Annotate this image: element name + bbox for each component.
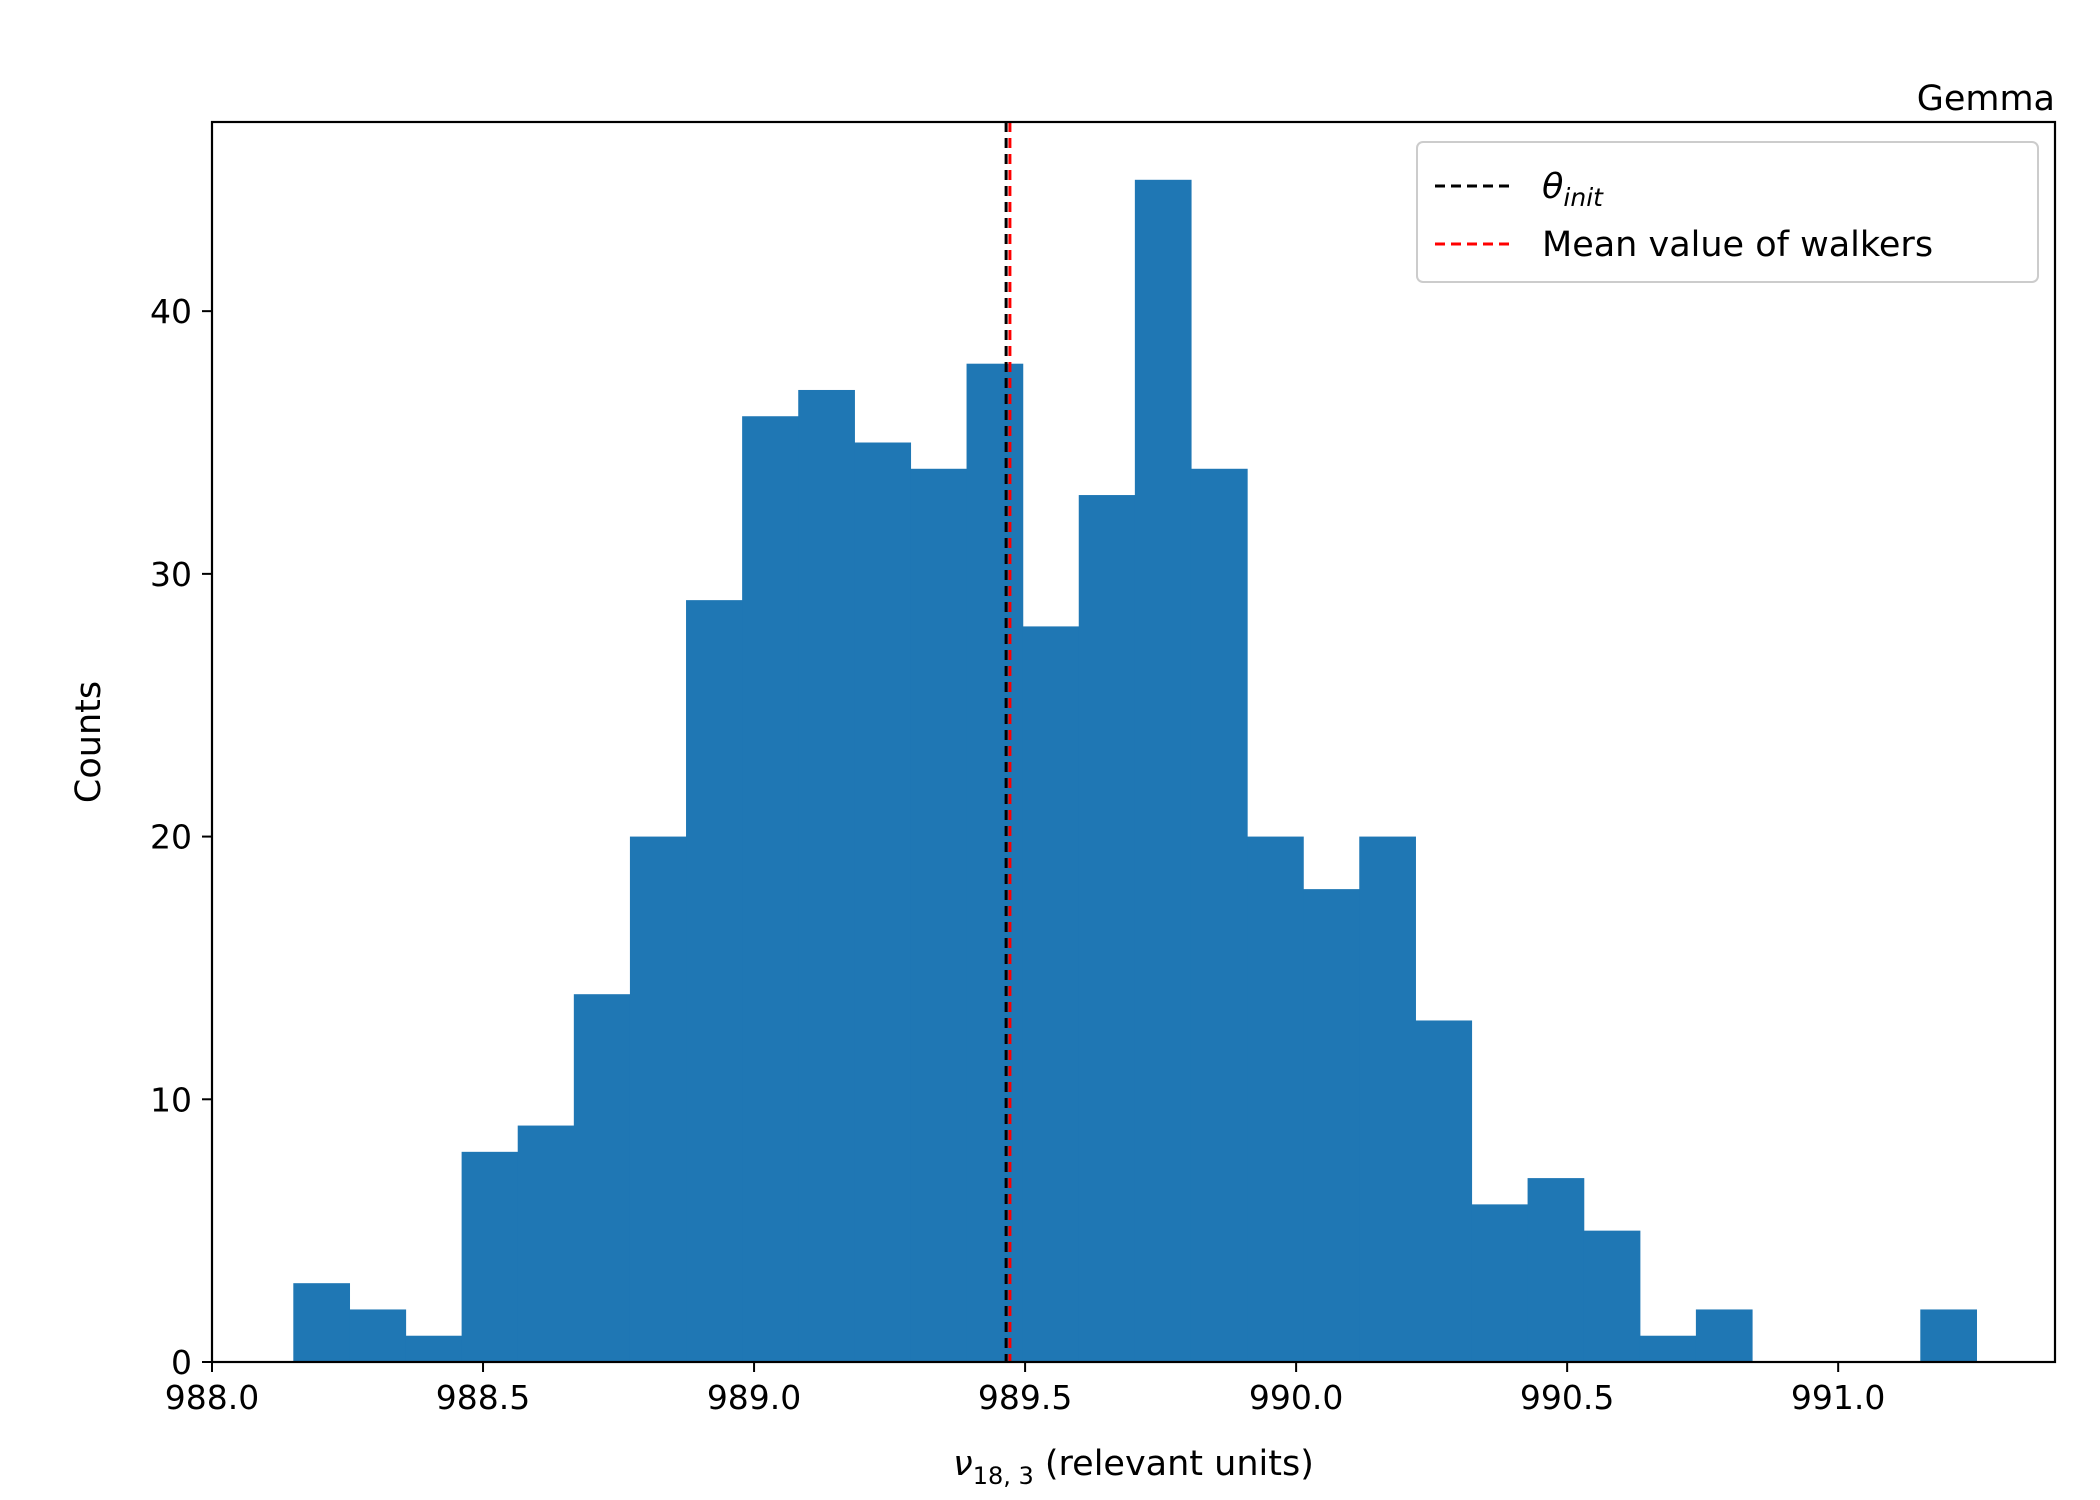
histogram-bar [349,1309,407,1362]
x-axis-ticks: 988.0 988.5 989.0 989.5 990.0 990.5 991.0 [165,1362,1885,1417]
histogram-bar [910,468,968,1362]
histogram-bar [742,416,799,1362]
histogram-bar [1022,626,1080,1362]
y-tick-label: 0 [171,1343,192,1382]
y-tick-label: 30 [150,555,192,594]
histogram-bar [1639,1335,1697,1362]
histogram-bar [1920,1309,1978,1362]
legend-theta-subscript: init [1563,183,1604,212]
x-axis-label-text: (relevant units) [1034,1444,1314,1484]
histogram-bar [1078,495,1136,1362]
y-axis-label: Counts [69,681,109,803]
x-tick-label: 990.0 [1249,1378,1343,1417]
histogram-bar [1695,1309,1753,1362]
x-axis-label: ν18, 3 (relevant units) [953,1444,1314,1490]
y-tick-label: 40 [150,292,192,331]
y-tick-label: 20 [150,818,192,857]
histogram-bar [966,363,1024,1362]
x-tick-label: 988.0 [165,1378,259,1417]
legend: θinit Mean value of walkers [1416,141,2039,283]
x-tick-label: 991.0 [1791,1378,1885,1417]
legend-label-mean-walkers: Mean value of walkers [1542,225,1933,265]
histogram-bar [1247,836,1304,1362]
y-tick-label: 10 [150,1080,192,1119]
chart-title: Gemma [1917,79,2055,119]
x-tick-label: 990.5 [1520,1378,1614,1417]
y-axis-ticks: 0 10 20 30 40 [150,292,212,1382]
histogram-bars [293,179,1978,1363]
legend-box [1416,141,2039,283]
histogram-bar [1471,1204,1529,1362]
histogram-bar [517,1125,575,1362]
x-axis-label-symbol: ν [953,1444,973,1484]
x-tick-label: 988.5 [436,1378,530,1417]
x-axis-label-subscript: 18, 3 [973,1462,1034,1490]
histogram-bar [629,836,687,1362]
legend-theta-symbol: θ [1542,167,1563,207]
histogram-bar [1359,836,1416,1362]
plot-area-frame [210,120,2057,1364]
histogram-bar [293,1283,351,1362]
x-tick-label: 989.0 [707,1378,801,1417]
histogram-bar [1303,889,1360,1362]
x-tick-label: 989.5 [978,1378,1072,1417]
histogram-bar [405,1335,463,1362]
histogram-bar [461,1151,519,1362]
histogram-bar [1134,179,1192,1362]
histogram-bar [1190,468,1248,1362]
legend-label-theta-init: θinit [1542,167,1604,212]
histogram-bar [1415,1020,1473,1362]
histogram-bar [686,600,743,1362]
histogram-bar [798,389,855,1363]
histogram-bar [573,994,631,1362]
histogram-bar [1527,1178,1585,1362]
histogram-bar [1583,1230,1641,1362]
reference-lines [1004,122,1012,1362]
histogram-bar [854,442,912,1362]
